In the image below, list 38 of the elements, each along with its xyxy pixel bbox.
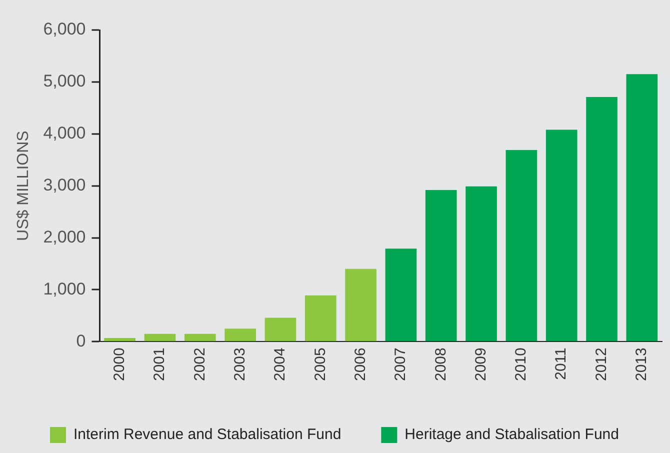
bar — [626, 74, 658, 342]
x-tick-label: 2012 — [592, 348, 610, 382]
x-tick-label: 2005 — [312, 348, 329, 382]
bar — [506, 150, 538, 342]
bar — [345, 268, 376, 342]
y-tick-label: 0 — [76, 331, 86, 350]
bar — [425, 190, 457, 342]
bar — [104, 338, 136, 342]
bar — [304, 295, 336, 342]
bar — [586, 97, 618, 342]
y-tick-label: 6,000 — [43, 20, 86, 39]
bar — [385, 248, 417, 342]
x-tick-label: 2000 — [110, 348, 128, 382]
y-tick-label: 2,000 — [43, 227, 86, 246]
y-tick-label: 4,000 — [43, 124, 86, 143]
x-tick-label: 2009 — [472, 348, 490, 382]
x-tick-label: 2010 — [512, 348, 530, 382]
bar — [144, 334, 176, 342]
bar — [184, 334, 216, 342]
y-tick-label: 1,000 — [43, 279, 86, 298]
bar — [264, 318, 296, 342]
bar — [224, 328, 256, 342]
y-tick-label: 3,000 — [43, 176, 86, 195]
x-tick-label: 2007 — [392, 348, 410, 382]
x-tick-label: 2002 — [191, 348, 208, 382]
bar — [546, 130, 578, 342]
x-tick-label: 2004 — [272, 348, 289, 382]
x-tick-label: 2013 — [633, 348, 650, 382]
y-axis-title: US$ MILLIONS — [15, 130, 32, 241]
legend-label: Heritage and Stabalisation Fund — [404, 426, 619, 444]
bar — [466, 186, 497, 342]
x-tick-label: 2008 — [432, 348, 450, 382]
x-tick-label: 2001 — [151, 348, 168, 382]
y-tick-label: 5,000 — [43, 72, 86, 91]
x-tick-label: 2003 — [231, 348, 248, 382]
x-tick-label: 2011 — [552, 348, 570, 380]
x-tick-label: 2006 — [352, 348, 369, 382]
legend-label: Interim Revenue and Stabalisation Fund — [74, 426, 342, 444]
